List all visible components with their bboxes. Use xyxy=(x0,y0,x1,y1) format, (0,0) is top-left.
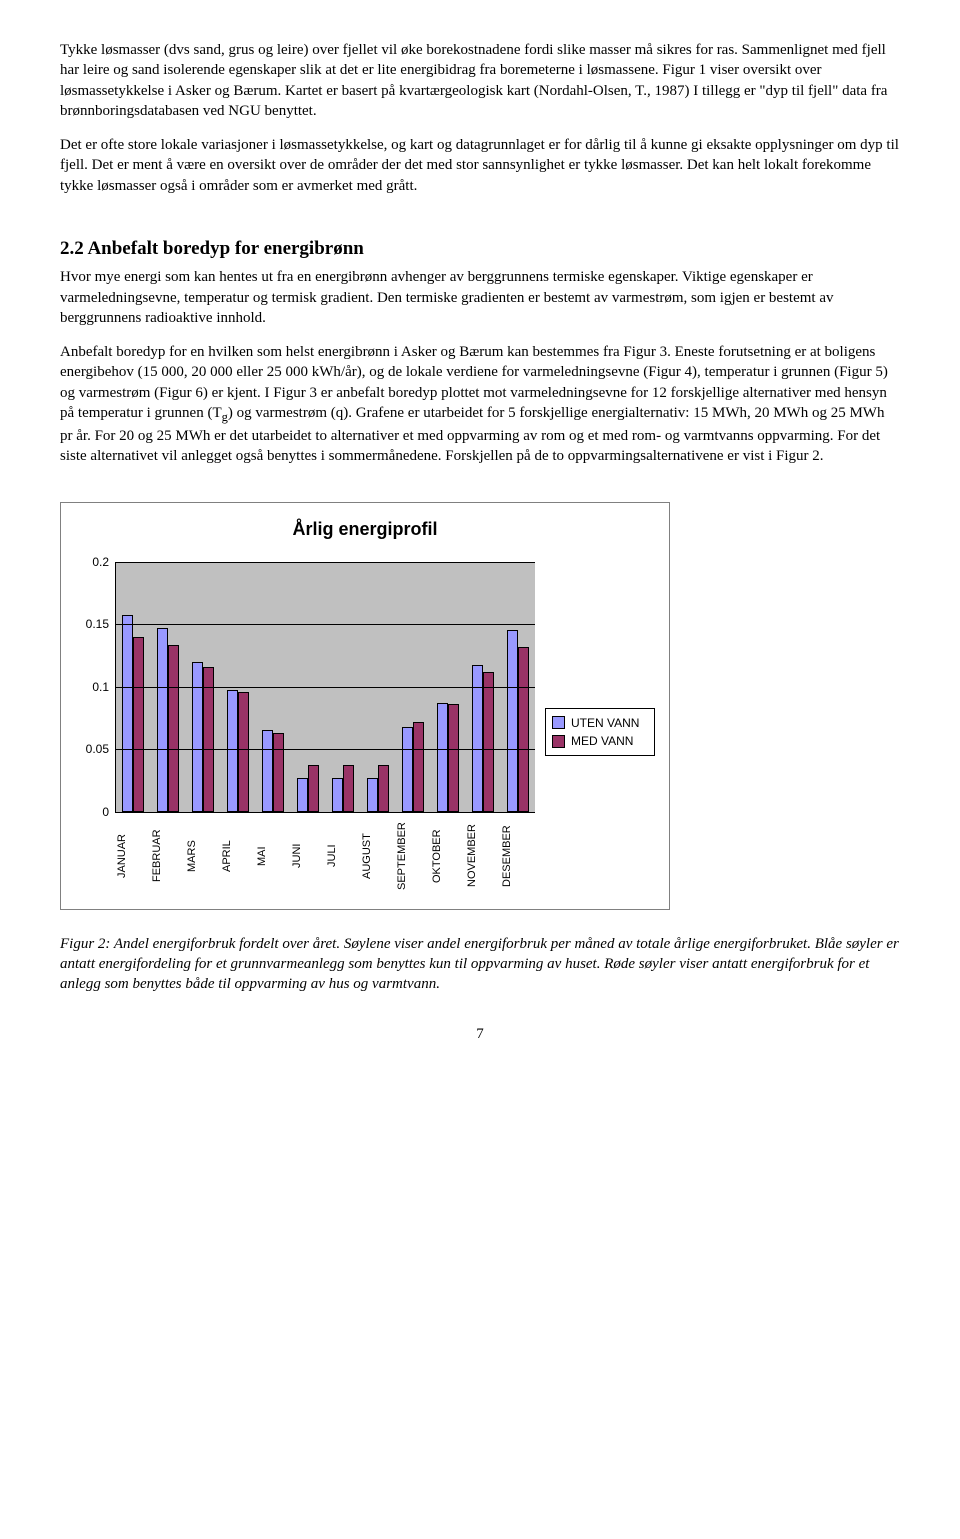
x-tick-label: OKTOBER xyxy=(430,813,465,903)
energy-profile-chart: Årlig energiprofil 0 0.05 0.1 0.15 0.2 JANUA… xyxy=(60,502,670,909)
legend-label: UTEN VANN xyxy=(571,715,639,731)
bar xyxy=(437,703,448,812)
bar xyxy=(297,778,308,812)
y-tick-label: 0.15 xyxy=(86,616,109,632)
paragraph-2: Det er ofte store lokale variasjoner i l… xyxy=(60,135,900,196)
bar xyxy=(413,722,424,812)
x-tick-label: DESEMBER xyxy=(500,813,535,903)
x-tick-label: FEBRUAR xyxy=(150,813,185,903)
x-tick-label: NOVEMBER xyxy=(465,813,500,903)
grid-line xyxy=(116,749,535,750)
chart-legend: UTEN VANN MED VANN xyxy=(545,708,655,756)
x-tick-label: MARS xyxy=(185,813,220,903)
x-tick-label: JUNI xyxy=(290,813,325,903)
paragraph-3: Hvor mye energi som kan hentes ut fra en… xyxy=(60,267,900,328)
bar xyxy=(448,704,459,812)
figure-caption: Figur 2: Andel energiforbruk fordelt ove… xyxy=(60,934,900,995)
legend-label: MED VANN xyxy=(571,733,633,749)
bar xyxy=(227,690,238,811)
bar xyxy=(308,765,319,811)
bar xyxy=(332,778,343,812)
chart-title: Årlig energiprofil xyxy=(75,517,655,541)
y-tick-label: 0.2 xyxy=(92,553,109,569)
page-number: 7 xyxy=(60,1024,900,1044)
bar xyxy=(238,692,249,812)
bar xyxy=(367,778,378,812)
bar xyxy=(133,637,144,812)
y-tick-label: 0.1 xyxy=(92,678,109,694)
grid-line xyxy=(116,687,535,688)
x-tick-label: AUGUST xyxy=(360,813,395,903)
grid-line xyxy=(116,624,535,625)
bar xyxy=(192,662,203,812)
bar xyxy=(343,765,354,811)
section-heading: 2.2 Anbefalt boredyp for energibrønn xyxy=(60,236,900,262)
bar xyxy=(518,647,529,812)
bar xyxy=(273,733,284,812)
bar xyxy=(507,630,518,811)
paragraph-1: Tykke løsmasser (dvs sand, grus og leire… xyxy=(60,40,900,121)
bar xyxy=(483,672,494,812)
x-tick-label: JANUAR xyxy=(115,813,150,903)
y-axis-labels: 00.050.10.150.2 xyxy=(75,562,115,812)
y-tick-label: 0 xyxy=(102,803,109,819)
bar xyxy=(402,727,413,812)
bar xyxy=(203,667,214,812)
bar xyxy=(262,730,273,811)
legend-swatch xyxy=(552,735,565,748)
grid-line xyxy=(116,562,535,563)
x-axis-labels: JANUARFEBRUARMARSAPRILMAIJUNIJULIAUGUSTS… xyxy=(115,813,535,903)
x-tick-label: APRIL xyxy=(220,813,255,903)
legend-item: MED VANN xyxy=(552,733,648,749)
paragraph-4: Anbefalt boredyp for en hvilken som hels… xyxy=(60,342,900,466)
bar xyxy=(378,765,389,811)
bar xyxy=(168,645,179,811)
x-tick-label: JULI xyxy=(325,813,360,903)
bar xyxy=(122,615,133,811)
x-tick-label: MAI xyxy=(255,813,290,903)
plot-area xyxy=(115,562,535,813)
bar xyxy=(157,628,168,812)
legend-swatch xyxy=(552,716,565,729)
x-tick-label: SEPTEMBER xyxy=(395,813,430,903)
y-tick-label: 0.05 xyxy=(86,741,109,757)
legend-item: UTEN VANN xyxy=(552,715,648,731)
